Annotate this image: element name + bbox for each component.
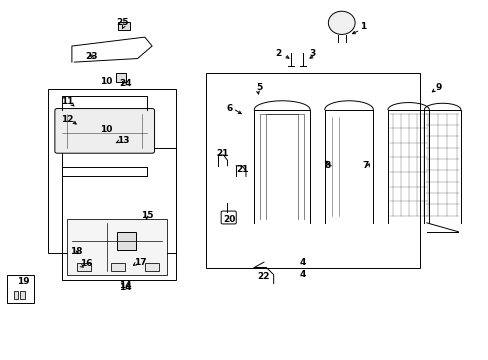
Ellipse shape xyxy=(328,11,354,35)
Text: 17: 17 xyxy=(133,258,146,267)
Bar xyxy=(62,148,176,280)
Text: 10: 10 xyxy=(100,126,112,135)
Bar xyxy=(47,89,176,253)
Text: 22: 22 xyxy=(257,272,270,281)
Text: 21: 21 xyxy=(216,149,228,158)
Bar xyxy=(118,22,130,30)
Text: 13: 13 xyxy=(117,136,129,145)
Bar xyxy=(117,232,136,250)
Text: 24: 24 xyxy=(119,79,131,88)
Text: 1: 1 xyxy=(360,22,366,31)
Text: 11: 11 xyxy=(61,97,73,106)
Text: 5: 5 xyxy=(255,83,262,92)
Text: 21: 21 xyxy=(235,165,248,174)
Text: 14: 14 xyxy=(119,281,131,290)
Bar xyxy=(111,263,125,271)
Text: 16: 16 xyxy=(80,260,93,269)
Text: 25: 25 xyxy=(117,18,129,27)
Bar xyxy=(14,291,19,298)
Text: 23: 23 xyxy=(85,52,98,61)
Text: 2: 2 xyxy=(275,49,281,58)
Bar xyxy=(20,291,25,298)
Bar xyxy=(116,73,126,82)
Text: 4: 4 xyxy=(299,258,305,267)
Text: 9: 9 xyxy=(435,83,441,92)
FancyBboxPatch shape xyxy=(55,109,154,153)
Text: 18: 18 xyxy=(70,247,83,256)
Text: 20: 20 xyxy=(224,215,236,224)
Bar xyxy=(144,263,159,271)
Text: 14: 14 xyxy=(119,283,131,292)
Bar xyxy=(7,275,34,303)
Text: 12: 12 xyxy=(61,115,73,124)
Text: 10: 10 xyxy=(100,77,112,86)
Bar xyxy=(77,263,91,271)
Text: 19: 19 xyxy=(17,277,29,286)
Text: 7: 7 xyxy=(362,161,368,170)
Bar xyxy=(205,73,419,267)
Text: 6: 6 xyxy=(226,104,233,113)
Text: 3: 3 xyxy=(309,49,315,58)
Bar xyxy=(67,219,166,275)
Text: 15: 15 xyxy=(141,211,153,220)
Text: 4: 4 xyxy=(299,270,305,279)
Text: 8: 8 xyxy=(324,161,329,170)
